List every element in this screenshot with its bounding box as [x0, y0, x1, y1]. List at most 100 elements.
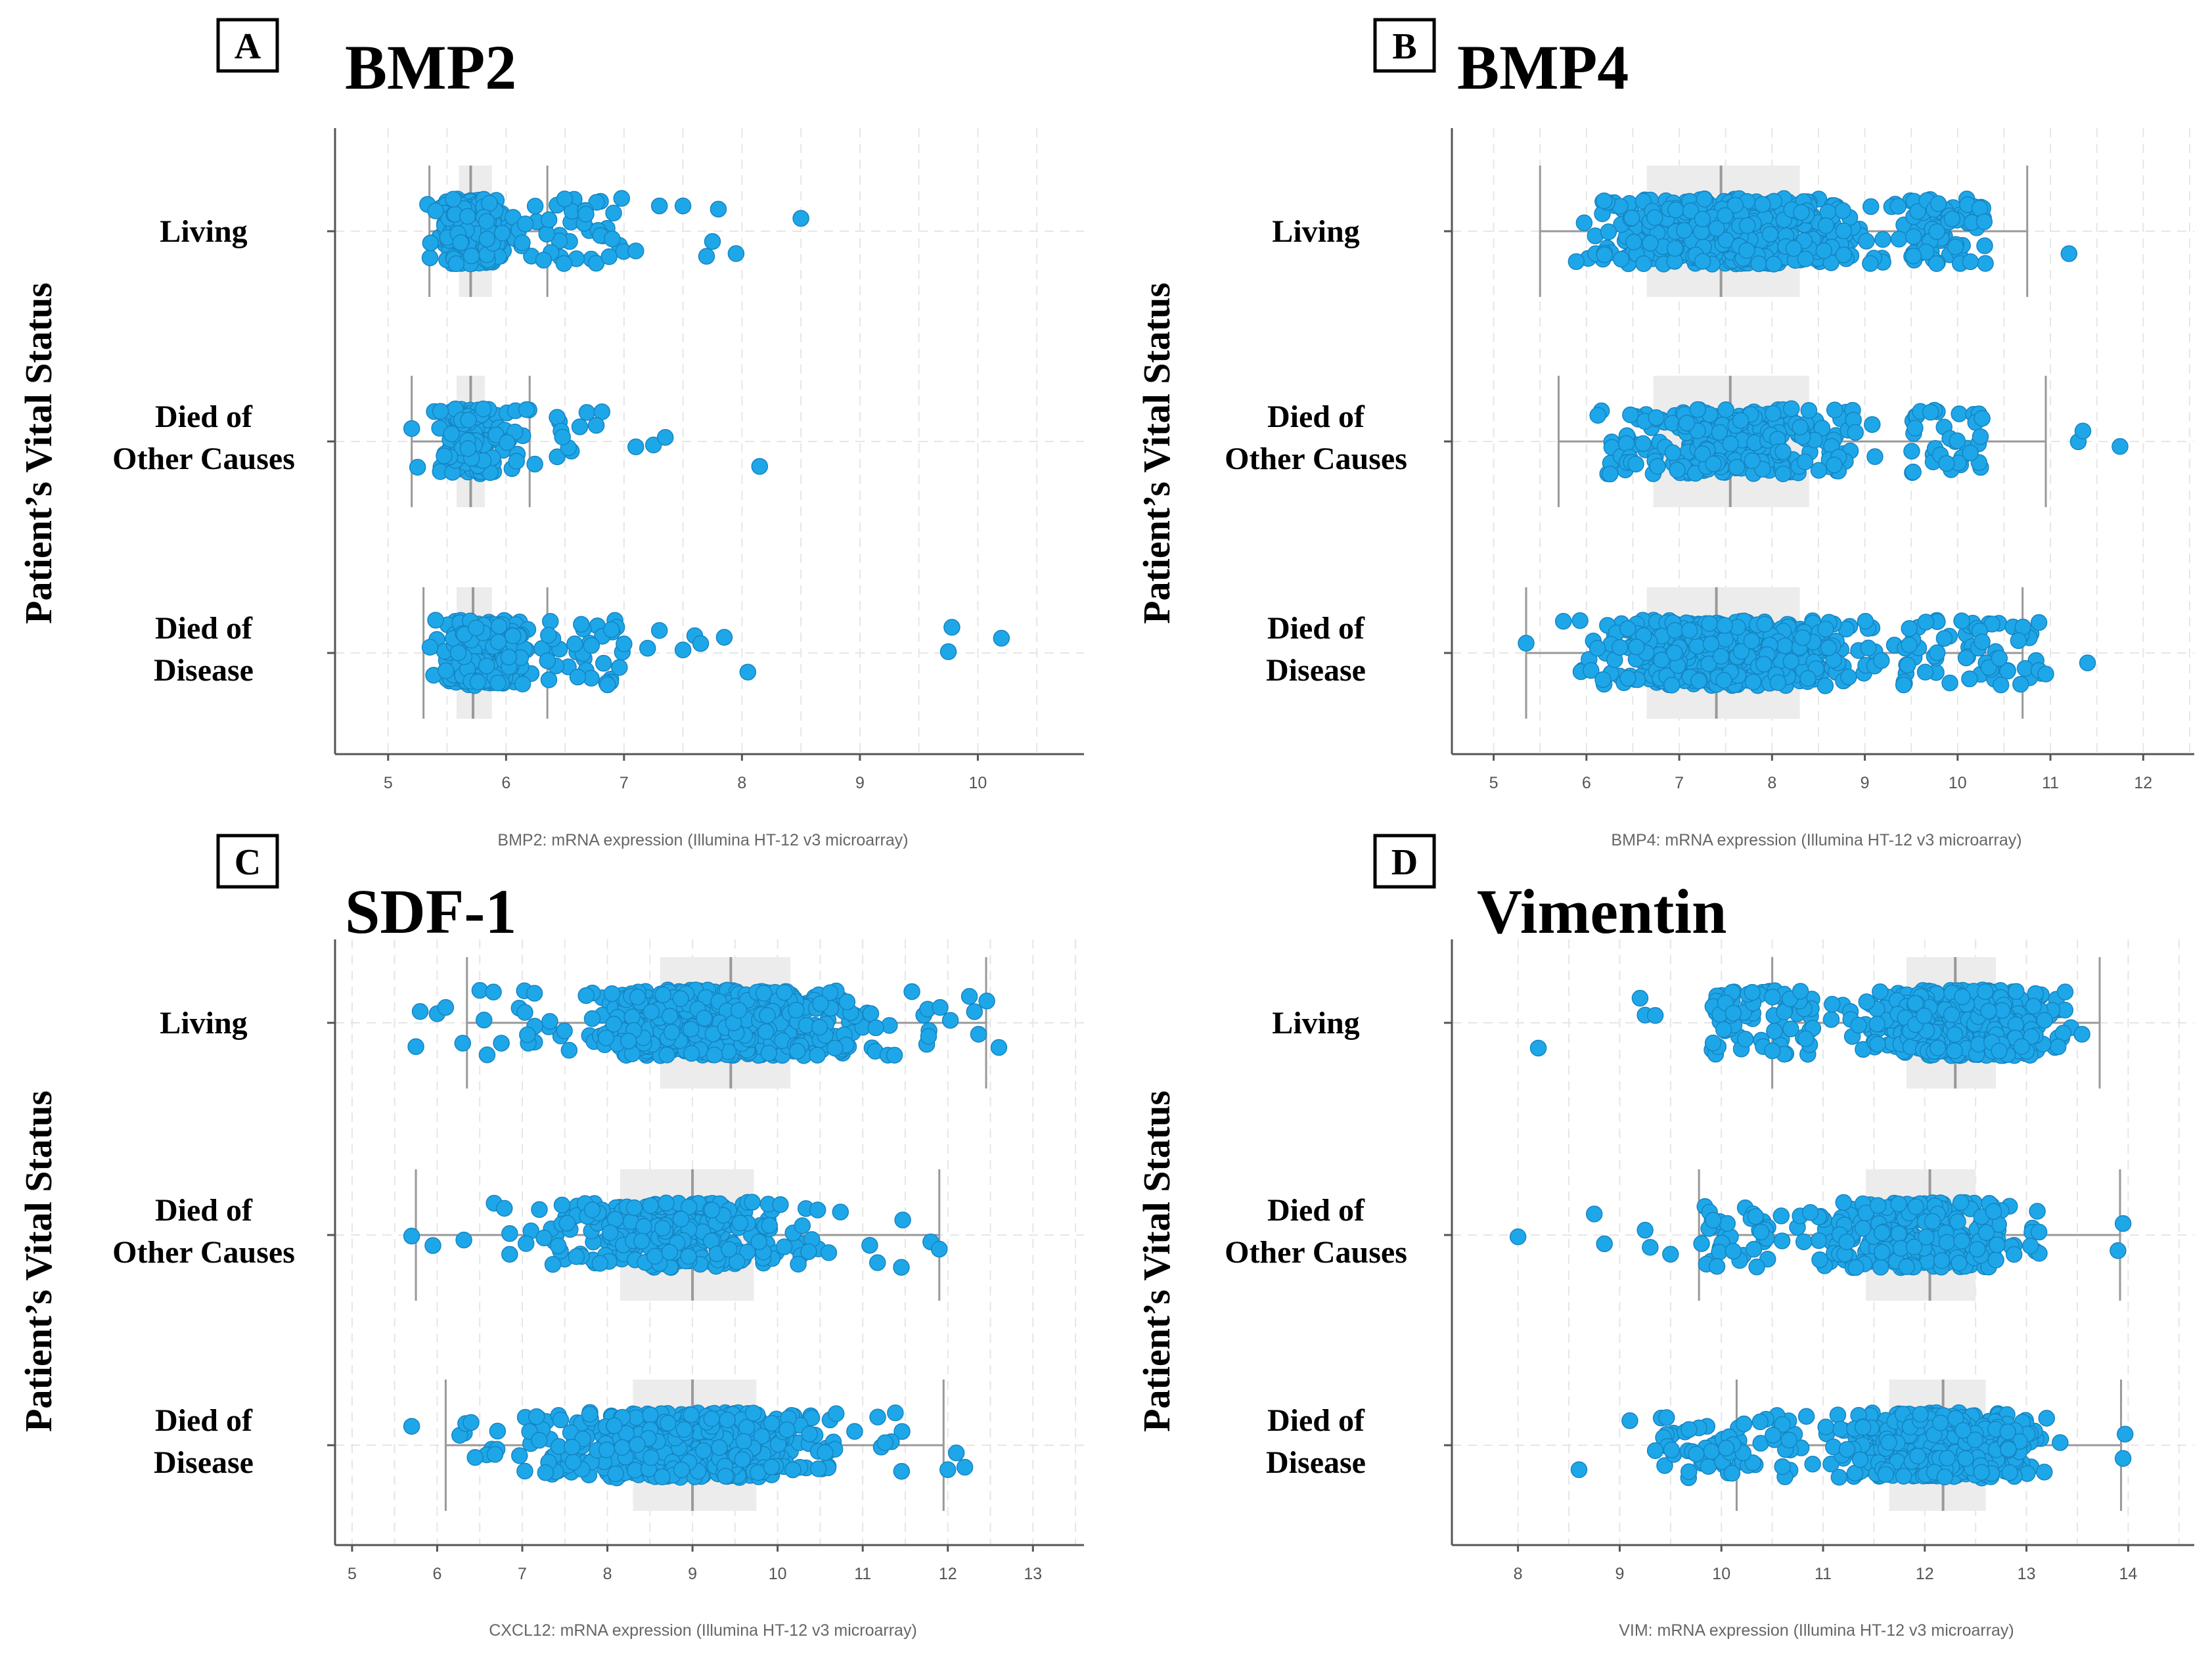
data-point — [1750, 255, 1767, 273]
data-point — [1949, 432, 1966, 449]
data-point — [563, 1438, 581, 1456]
data-point — [474, 400, 492, 418]
data-point — [751, 458, 769, 475]
data-point — [1764, 989, 1781, 1006]
data-point — [1702, 635, 1720, 652]
data-point — [1835, 1194, 1852, 1211]
data-point — [1688, 637, 1705, 655]
data-point — [672, 990, 689, 1007]
data-point — [639, 640, 656, 657]
data-point — [1862, 198, 1880, 215]
data-point — [1969, 1240, 1986, 1258]
data-point — [1961, 670, 1978, 688]
data-point — [1764, 1042, 1781, 1060]
data-point — [1792, 418, 1809, 436]
data-point — [1860, 639, 1877, 657]
data-point — [602, 621, 620, 639]
data-point — [516, 215, 534, 233]
data-point — [704, 233, 721, 250]
x-tick-label: 8 — [1514, 1565, 1523, 1583]
data-point — [500, 648, 518, 666]
x-tick-label: 11 — [2042, 774, 2059, 792]
data-point — [646, 1247, 664, 1265]
data-point — [775, 1238, 793, 1255]
y-axis-label: Patient’s Vital Status — [17, 282, 60, 624]
data-point — [614, 1439, 631, 1456]
data-point — [695, 1442, 712, 1460]
x-tick-label: 7 — [1675, 774, 1684, 792]
data-point — [2050, 1038, 2067, 1056]
x-tick-label: 10 — [1712, 1565, 1730, 1583]
data-point — [1715, 1021, 1732, 1038]
chart-title: SDF-1 — [345, 876, 516, 947]
data-point — [792, 210, 809, 227]
data-point — [1840, 668, 1857, 686]
data-point — [1529, 1039, 1547, 1057]
data-point — [1773, 1232, 1791, 1249]
x-tick-label: 12 — [939, 1565, 957, 1583]
data-point — [1728, 459, 1746, 476]
data-point — [459, 208, 476, 225]
data-point — [463, 1414, 480, 1431]
data-point — [1800, 401, 1818, 419]
x-axis-label: CXCL12: mRNA expression (Illumina HT-12 … — [489, 1621, 917, 1640]
data-point — [1617, 435, 1635, 452]
data-point — [1717, 401, 1734, 418]
data-point — [490, 618, 508, 635]
data-point — [452, 234, 469, 252]
data-point — [1738, 217, 1756, 235]
data-point — [1792, 983, 1809, 1000]
data-point — [1817, 620, 1834, 638]
panel-letter-box — [1373, 18, 1436, 73]
data-point — [1907, 1198, 1924, 1215]
data-point — [801, 1426, 818, 1443]
data-point — [1666, 621, 1684, 639]
data-point — [1772, 1207, 1790, 1224]
y-axis-label: Patient’s Vital Status — [1135, 282, 1178, 624]
data-point — [591, 1255, 609, 1272]
data-point — [1890, 231, 1908, 248]
panel-b: B BMP4 Patient’s Vital Status 5 6 7 8 9 10 11 1… — [1135, 18, 2194, 849]
data-point — [603, 985, 621, 1002]
data-point — [597, 1029, 615, 1046]
data-point — [535, 1229, 553, 1247]
x-tick-label: 14 — [2119, 1565, 2137, 1583]
data-point — [475, 1011, 493, 1029]
data-point — [552, 1411, 570, 1429]
data-point — [516, 1462, 533, 1480]
chart-title: Vimentin — [1477, 876, 1727, 947]
data-point — [437, 999, 455, 1016]
category-label: Living — [1272, 214, 1359, 249]
data-point — [654, 1219, 671, 1237]
data-point — [1977, 255, 1994, 272]
data-point — [692, 635, 710, 652]
data-point — [739, 663, 757, 681]
data-point — [1924, 1213, 1941, 1230]
data-point — [2016, 660, 2034, 677]
data-point — [2008, 983, 2025, 1000]
data-point — [403, 1227, 420, 1245]
data-point — [1642, 235, 1659, 252]
data-point — [407, 1038, 424, 1056]
data-point — [1622, 406, 1639, 424]
data-point — [1987, 1251, 2004, 1269]
data-point — [1957, 649, 1975, 667]
data-point — [604, 230, 621, 248]
data-point — [658, 1194, 675, 1212]
data-point — [812, 995, 829, 1012]
data-point — [1667, 201, 1684, 219]
data-point — [960, 988, 978, 1005]
data-point — [941, 1012, 959, 1029]
data-point — [1689, 401, 1706, 418]
data-point — [409, 459, 426, 476]
data-point — [459, 440, 477, 457]
data-point — [526, 197, 544, 215]
x-tick-label: 7 — [518, 1565, 527, 1583]
data-point — [1905, 247, 1922, 265]
data-point — [595, 654, 612, 672]
data-point — [1991, 650, 2008, 667]
data-point — [978, 993, 995, 1010]
data-point — [869, 1254, 886, 1271]
data-point — [542, 613, 559, 630]
data-point — [495, 1200, 513, 1217]
